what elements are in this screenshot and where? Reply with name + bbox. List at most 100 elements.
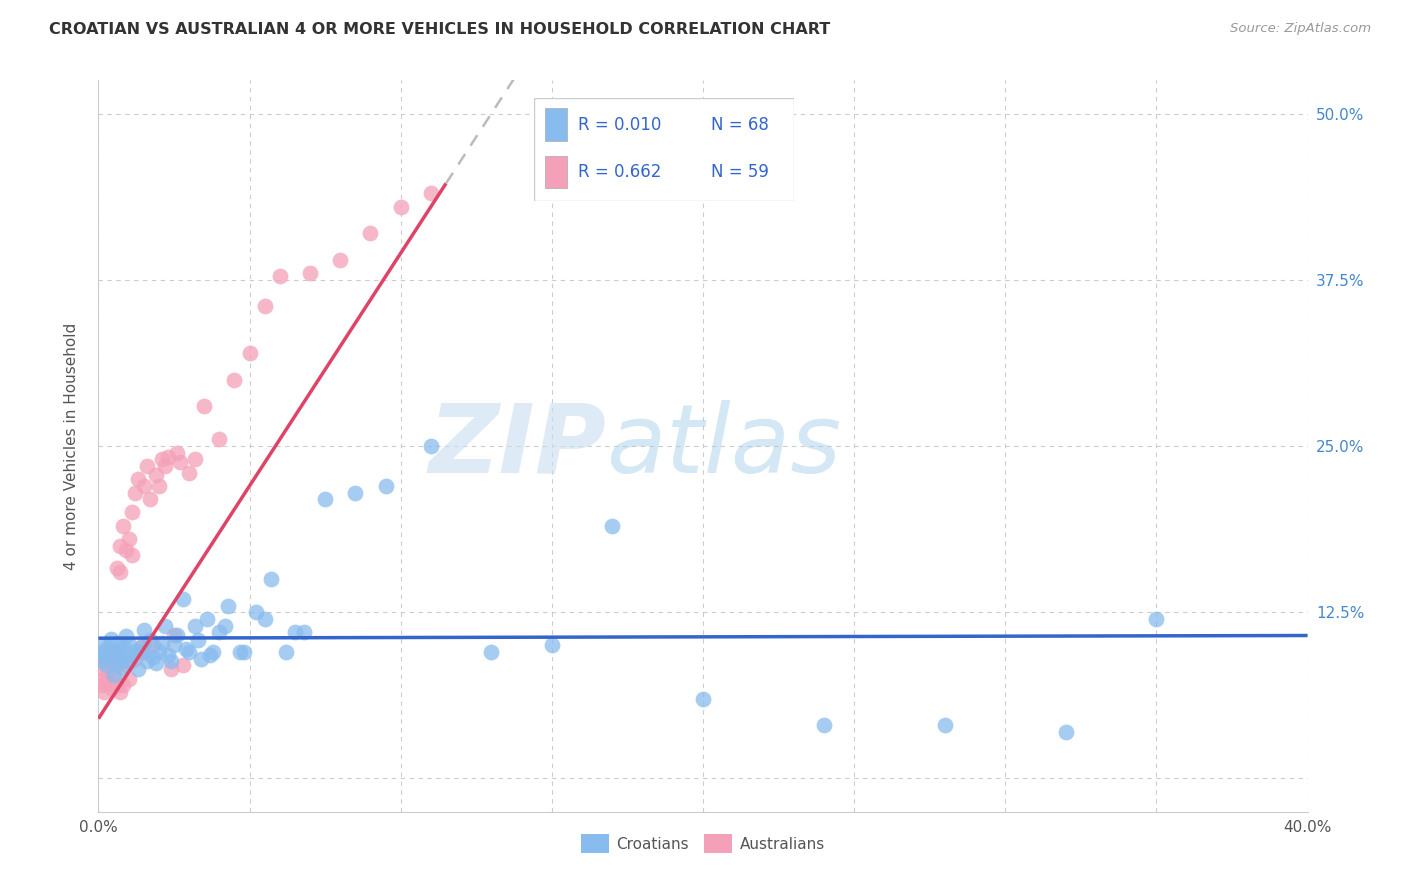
Point bbox=[111, 678, 134, 692]
Point bbox=[93, 649, 115, 664]
Point bbox=[93, 652, 115, 666]
Point bbox=[202, 645, 225, 659]
Point bbox=[121, 548, 143, 562]
Point bbox=[100, 652, 122, 666]
Text: N = 59: N = 59 bbox=[711, 163, 769, 181]
Point bbox=[1144, 612, 1167, 626]
Point bbox=[274, 645, 297, 659]
Point bbox=[90, 662, 112, 676]
Point bbox=[299, 266, 322, 280]
Point bbox=[93, 685, 115, 699]
Point bbox=[208, 625, 231, 640]
Point bbox=[114, 658, 136, 673]
Point bbox=[253, 612, 276, 626]
Point bbox=[114, 647, 136, 661]
Point bbox=[217, 599, 239, 613]
Point bbox=[145, 656, 167, 670]
Point bbox=[1054, 725, 1077, 739]
Point bbox=[153, 458, 176, 473]
Point bbox=[420, 186, 443, 201]
Point bbox=[132, 479, 155, 493]
Point bbox=[187, 633, 209, 648]
Point bbox=[96, 675, 118, 690]
Point bbox=[118, 532, 141, 546]
Point bbox=[121, 648, 143, 662]
Point bbox=[124, 644, 146, 658]
Point bbox=[121, 506, 143, 520]
Point bbox=[292, 625, 315, 640]
Text: R = 0.010: R = 0.010 bbox=[578, 116, 662, 134]
Point bbox=[103, 667, 125, 681]
Point bbox=[127, 662, 149, 676]
Point bbox=[96, 665, 118, 679]
Point bbox=[184, 452, 207, 467]
Point bbox=[139, 492, 162, 507]
Point bbox=[100, 655, 122, 669]
Point bbox=[260, 572, 283, 586]
Point bbox=[360, 226, 382, 240]
Point bbox=[224, 372, 246, 386]
Point bbox=[118, 672, 141, 686]
Point bbox=[329, 252, 352, 267]
Point bbox=[105, 678, 128, 692]
Legend: Croatians, Australians: Croatians, Australians bbox=[575, 828, 831, 859]
Point bbox=[166, 628, 188, 642]
Point bbox=[184, 618, 207, 632]
Point bbox=[163, 628, 186, 642]
Point bbox=[253, 299, 276, 313]
Point bbox=[172, 591, 194, 606]
Point bbox=[314, 492, 336, 507]
Text: Source: ZipAtlas.com: Source: ZipAtlas.com bbox=[1230, 22, 1371, 36]
Point bbox=[114, 629, 136, 643]
Point bbox=[108, 539, 131, 553]
Point bbox=[156, 450, 179, 464]
Point bbox=[190, 652, 212, 666]
Point bbox=[195, 612, 218, 626]
Point bbox=[108, 566, 131, 580]
FancyBboxPatch shape bbox=[534, 98, 794, 201]
Point bbox=[111, 640, 134, 654]
Point bbox=[179, 645, 201, 659]
Point bbox=[208, 433, 231, 447]
Point bbox=[108, 644, 131, 658]
Point bbox=[96, 658, 118, 673]
Point bbox=[100, 632, 122, 646]
FancyBboxPatch shape bbox=[544, 155, 567, 188]
Point bbox=[163, 639, 186, 653]
Point bbox=[389, 200, 412, 214]
Y-axis label: 4 or more Vehicles in Household: 4 or more Vehicles in Household bbox=[65, 322, 79, 570]
Point bbox=[153, 618, 176, 632]
Point bbox=[284, 625, 307, 640]
Point bbox=[93, 639, 115, 653]
Point bbox=[103, 645, 125, 659]
Point bbox=[100, 681, 122, 695]
Text: ZIP: ZIP bbox=[429, 400, 606, 492]
Point bbox=[193, 399, 215, 413]
Point bbox=[118, 655, 141, 669]
Point bbox=[245, 605, 267, 619]
Point bbox=[132, 623, 155, 637]
Point bbox=[90, 645, 112, 659]
Point bbox=[135, 458, 157, 473]
Point bbox=[118, 637, 141, 651]
Point bbox=[160, 655, 183, 669]
Point bbox=[111, 661, 134, 675]
Point bbox=[148, 644, 170, 658]
Point bbox=[145, 468, 167, 483]
Point bbox=[142, 650, 165, 665]
Point bbox=[602, 518, 624, 533]
Point bbox=[103, 667, 125, 681]
Point bbox=[169, 455, 191, 469]
Point bbox=[813, 718, 835, 732]
Point bbox=[150, 452, 173, 467]
Point bbox=[93, 672, 115, 686]
Point bbox=[105, 636, 128, 650]
Point bbox=[129, 645, 152, 659]
Point bbox=[148, 479, 170, 493]
Point bbox=[135, 655, 157, 669]
Point bbox=[105, 656, 128, 670]
Point bbox=[111, 518, 134, 533]
Point bbox=[232, 645, 254, 659]
Text: CROATIAN VS AUSTRALIAN 4 OR MORE VEHICLES IN HOUSEHOLD CORRELATION CHART: CROATIAN VS AUSTRALIAN 4 OR MORE VEHICLE… bbox=[49, 22, 831, 37]
Point bbox=[132, 645, 155, 659]
